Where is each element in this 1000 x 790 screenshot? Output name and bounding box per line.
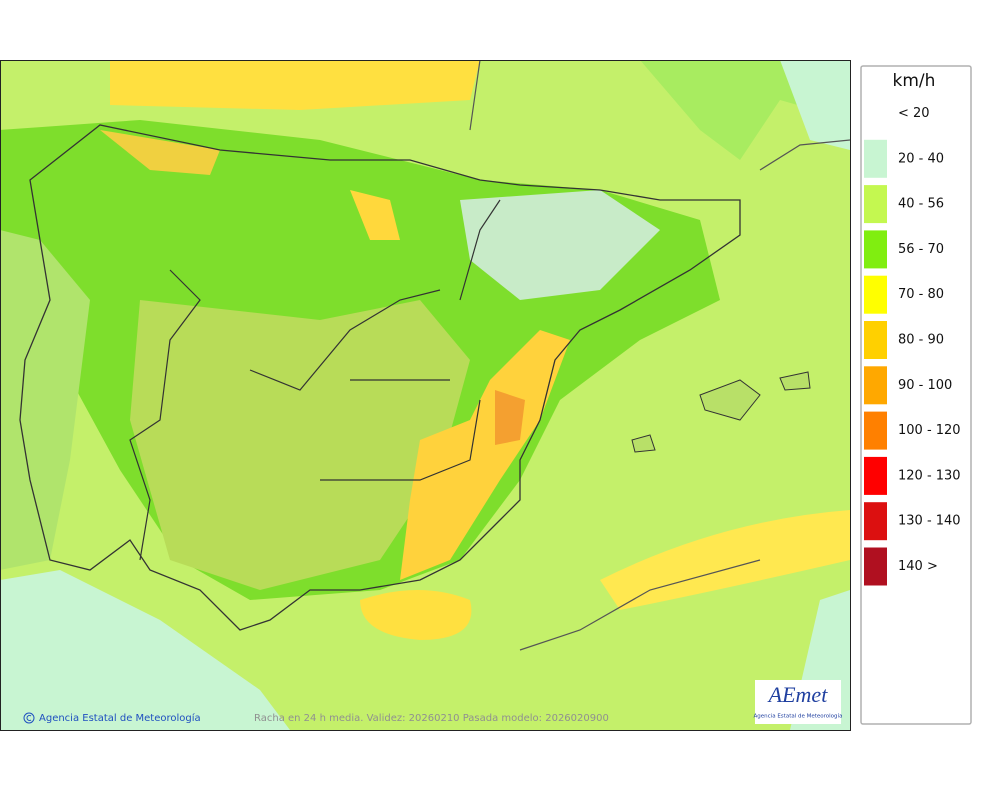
map-zone (360, 590, 472, 640)
map-zone (1, 570, 290, 730)
legend-panel (860, 65, 972, 725)
map-zone (110, 60, 480, 110)
map-zone (100, 130, 220, 175)
legend-swatch (864, 456, 887, 495)
map-zone (1, 60, 850, 160)
legend: km/h < 20 20 - 40 40 - 56 56 - 70 70 - 80 80 … (864, 71, 961, 586)
legend-label: 140 > (898, 559, 938, 574)
map-zone (780, 60, 850, 150)
legend-swatch (864, 502, 887, 541)
map-zone (600, 510, 850, 610)
map-zone (400, 330, 570, 580)
legend-swatch (864, 366, 887, 405)
legend-swatch (864, 230, 887, 269)
legend-label: 70 - 80 (898, 287, 944, 302)
map-zone (350, 190, 400, 240)
legend-title: km/h (893, 71, 936, 91)
legend-swatch (864, 321, 887, 359)
map-zone (495, 390, 525, 445)
copyright-icon (26, 715, 32, 721)
legend-swatch (864, 547, 887, 586)
copyright-icon (23, 712, 35, 724)
region-border (129, 199, 501, 561)
logo-subtitle: Agencia Estatal de Meteorología (754, 713, 843, 720)
legend-label: 56 - 70 (898, 242, 944, 257)
legend-label: 90 - 100 (898, 378, 952, 393)
neighbor-coastline (469, 60, 850, 651)
legend-label: < 20 (898, 106, 930, 121)
legend-swatch (864, 139, 887, 178)
legend-label: 80 - 90 (898, 333, 944, 348)
logo-text: AEmet (767, 682, 829, 707)
map-zone (460, 190, 660, 300)
legend-label: 20 - 40 (898, 151, 944, 166)
map-zone (130, 300, 470, 590)
map-frame (0, 60, 851, 731)
map-zone (1, 230, 90, 570)
logo-box (755, 680, 841, 724)
legend-swatch (864, 185, 887, 224)
footer-credit: Agencia Estatal de Meteorología (39, 712, 201, 724)
wind-map: Agencia Estatal de Meteorología Racha en… (1, 60, 850, 730)
legend-label: 120 - 130 (898, 468, 961, 483)
legend-label: 100 - 120 (898, 423, 961, 438)
footer-caption: Racha en 24 h media. Validez: 20260210 P… (254, 713, 609, 724)
balearic-islands (631, 371, 811, 453)
legend-swatch (864, 275, 887, 314)
legend-swatch (864, 411, 887, 450)
coastline (19, 124, 741, 631)
legend-label: 130 - 140 (898, 514, 961, 529)
legend-label: 40 - 56 (898, 197, 944, 212)
